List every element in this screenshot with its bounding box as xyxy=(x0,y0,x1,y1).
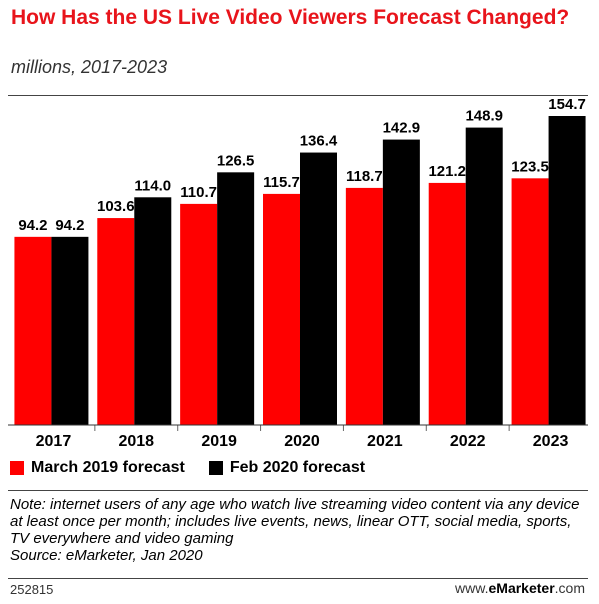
bottom-divider xyxy=(8,578,588,579)
x-tick-label-2023: 2023 xyxy=(533,433,569,450)
data-label-feb-2020-2017: 94.2 xyxy=(55,217,84,234)
x-tick-label-2020: 2020 xyxy=(284,433,320,450)
x-tick-label-2022: 2022 xyxy=(450,433,486,450)
x-tick-label-2021: 2021 xyxy=(367,433,403,450)
data-label-feb-2020-2018: 114.0 xyxy=(134,177,171,194)
bar-feb-2020-2020 xyxy=(300,152,337,426)
x-tick-label-2019: 2019 xyxy=(201,433,237,450)
data-label-feb-2020-2022: 148.9 xyxy=(465,108,503,125)
bar-march-2019-2019 xyxy=(180,203,218,425)
bar-feb-2020-2021 xyxy=(382,139,420,425)
data-label-march-2019-2020: 115.7 xyxy=(263,174,300,191)
source-text: Source: eMarketer, Jan 2020 xyxy=(10,547,203,564)
top-divider xyxy=(8,95,588,96)
legend-swatch-feb-2020 xyxy=(208,461,223,475)
bar-march-2019-2022 xyxy=(428,182,466,425)
chart-id: 252815 xyxy=(10,582,54,597)
x-tick-label-2017: 2017 xyxy=(36,433,72,450)
bar-march-2019-2018 xyxy=(97,218,135,425)
brand-name: eMarketer xyxy=(488,580,555,596)
chart-legend: March 2019 forecast Feb 2020 forecast xyxy=(10,459,389,477)
bar-feb-2020-2018 xyxy=(134,197,172,425)
legend-label-feb-2020: Feb 2020 forecast xyxy=(229,459,366,476)
data-label-march-2019-2022: 121.2 xyxy=(428,163,466,180)
footer-divider xyxy=(8,490,588,491)
bar-feb-2020-2019 xyxy=(217,172,255,425)
x-tick-label-2018: 2018 xyxy=(118,433,154,450)
data-label-march-2019-2023: 123.5 xyxy=(511,158,549,175)
brand-prefix: www. xyxy=(455,580,489,596)
bar-feb-2020-2017 xyxy=(51,236,89,425)
bar-march-2019-2023 xyxy=(511,178,549,425)
data-label-march-2019-2018: 103.6 xyxy=(97,198,135,215)
footnote: Note: internet users of any age who watc… xyxy=(10,496,590,564)
legend-label-march-2019: March 2019 forecast xyxy=(31,459,185,476)
data-label-march-2019-2021: 118.7 xyxy=(346,168,383,185)
bar-feb-2020-2022 xyxy=(465,127,503,425)
legend-item-march-2019: March 2019 forecast xyxy=(10,459,185,477)
chart-subtitle: millions, 2017-2023 xyxy=(11,57,168,77)
chart-title: How Has the US Live Video Viewers Foreca… xyxy=(11,6,570,29)
legend-item-feb-2020: Feb 2020 forecast xyxy=(208,459,366,477)
data-label-feb-2020-2021: 142.9 xyxy=(383,120,421,137)
brand-logo: www.eMarketer.com xyxy=(455,580,585,596)
data-label-march-2019-2017: 94.2 xyxy=(18,217,47,234)
bar-march-2019-2021 xyxy=(345,187,383,425)
bar-march-2019-2017 xyxy=(14,236,52,425)
data-label-feb-2020-2023: 154.7 xyxy=(548,96,586,113)
data-label-feb-2020-2020: 136.4 xyxy=(300,133,338,150)
data-label-feb-2020-2019: 126.5 xyxy=(217,152,255,169)
data-label-march-2019-2019: 110.7 xyxy=(180,184,217,201)
brand-suffix: .com xyxy=(554,580,585,596)
bar-march-2019-2020 xyxy=(263,193,300,425)
legend-swatch-march-2019 xyxy=(10,461,24,475)
note-text: Note: internet users of any age who watc… xyxy=(10,496,580,547)
bar-feb-2020-2023 xyxy=(548,116,586,425)
